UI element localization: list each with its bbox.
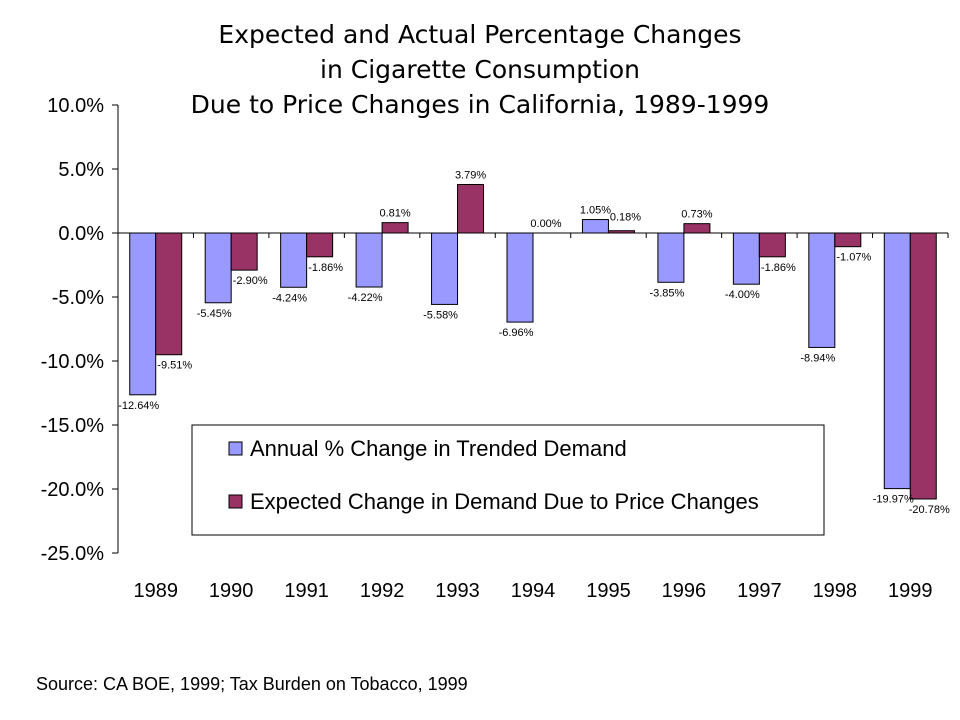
bar-series-2	[457, 183, 485, 234]
data-label: 1.05%	[580, 205, 611, 217]
y-tick-label: -5.0%	[52, 287, 104, 309]
chart-bars	[129, 183, 937, 500]
data-label: -9.51%	[157, 360, 192, 372]
bar-series-2	[909, 232, 937, 500]
chart-title-line: Expected and Actual Percentage Changes	[218, 20, 741, 49]
data-label: 0.18%	[610, 212, 641, 224]
legend-label: Annual % Change in Trended Demand	[250, 436, 627, 461]
bar-series-1	[129, 232, 157, 396]
chart-data-labels: -12.64% -9.51% -5.45% -2.90% -4.24% -1.86% -4.…	[118, 169, 950, 515]
bar-series-2	[758, 232, 786, 258]
bar-series-1	[808, 232, 836, 348]
data-label: 0.00%	[530, 218, 561, 230]
bar-series-1	[431, 232, 459, 305]
data-label: -1.07%	[836, 252, 871, 264]
bar-series-1	[581, 219, 609, 234]
y-tick-label: 0.0%	[58, 223, 104, 245]
data-label: -5.58%	[423, 309, 458, 321]
y-tick-label: -10.0%	[41, 351, 105, 373]
bar-series-2	[155, 232, 183, 356]
bar-series-1	[506, 232, 534, 323]
bar-series-2	[306, 232, 334, 258]
data-label: -6.96%	[499, 327, 534, 339]
data-label: -3.85%	[649, 287, 684, 299]
x-tick-label: 1999	[888, 580, 933, 602]
bar-series-1	[280, 232, 308, 288]
y-tick-label: 5.0%	[58, 159, 104, 181]
x-tick-label: 1994	[511, 580, 556, 602]
chart-legend: Annual % Change in Trended Demand Expecte…	[191, 424, 825, 536]
x-tick-label: 1996	[662, 580, 707, 602]
data-label: 0.81%	[379, 208, 410, 220]
bar-series-2	[834, 232, 862, 248]
bar-series-2	[607, 230, 635, 234]
legend-swatch	[228, 441, 243, 456]
bar-series-1	[657, 232, 685, 283]
legend-swatch	[228, 494, 243, 509]
chart-title-line: in Cigarette Consumption	[320, 55, 640, 84]
chart-title-line: Due to Price Changes in California, 1989…	[191, 90, 770, 119]
x-tick-label: 1993	[435, 580, 480, 602]
bar-series-2	[381, 222, 409, 234]
bar-series-1	[732, 232, 760, 285]
x-tick-label: 1989	[133, 580, 178, 602]
source-note: Source: CA BOE, 1999; Tax Burden on Toba…	[36, 674, 468, 694]
y-tick-label: -25.0%	[41, 543, 105, 565]
y-tick-label: -15.0%	[41, 415, 105, 437]
data-label: -19.97%	[873, 494, 914, 506]
legend-box	[191, 424, 825, 536]
x-tick-label: 1992	[360, 580, 405, 602]
bar-series-1	[204, 232, 232, 304]
data-label: -1.86%	[308, 262, 343, 274]
x-tick-label: 1997	[737, 580, 782, 602]
data-label: 0.73%	[681, 209, 712, 221]
x-tick-label: 1990	[209, 580, 254, 602]
bar-series-1	[355, 232, 383, 288]
bar-series-2	[230, 232, 258, 271]
data-label: -12.64%	[118, 400, 159, 412]
x-tick-label: 1995	[586, 580, 631, 602]
data-label: -8.94%	[800, 352, 835, 364]
y-tick-label: -20.0%	[41, 479, 105, 501]
data-label: -4.22%	[348, 292, 383, 304]
y-tick-label: 10.0%	[47, 95, 104, 117]
data-label: -5.45%	[197, 308, 232, 320]
x-tick-label: 1991	[284, 580, 329, 602]
bar-series-1	[883, 232, 911, 490]
data-label: -1.86%	[761, 262, 796, 274]
data-label: -2.90%	[233, 275, 268, 287]
data-label: -20.78%	[909, 504, 950, 516]
chart-title: Expected and Actual Percentage Changes in…	[191, 20, 770, 119]
x-tick-label: 1998	[813, 580, 858, 602]
bar-series-2	[683, 223, 711, 234]
legend-label: Expected Change in Demand Due to Price C…	[250, 489, 759, 514]
data-label: -4.24%	[272, 292, 307, 304]
data-label: 3.79%	[455, 169, 486, 181]
data-label: -4.00%	[725, 289, 760, 301]
